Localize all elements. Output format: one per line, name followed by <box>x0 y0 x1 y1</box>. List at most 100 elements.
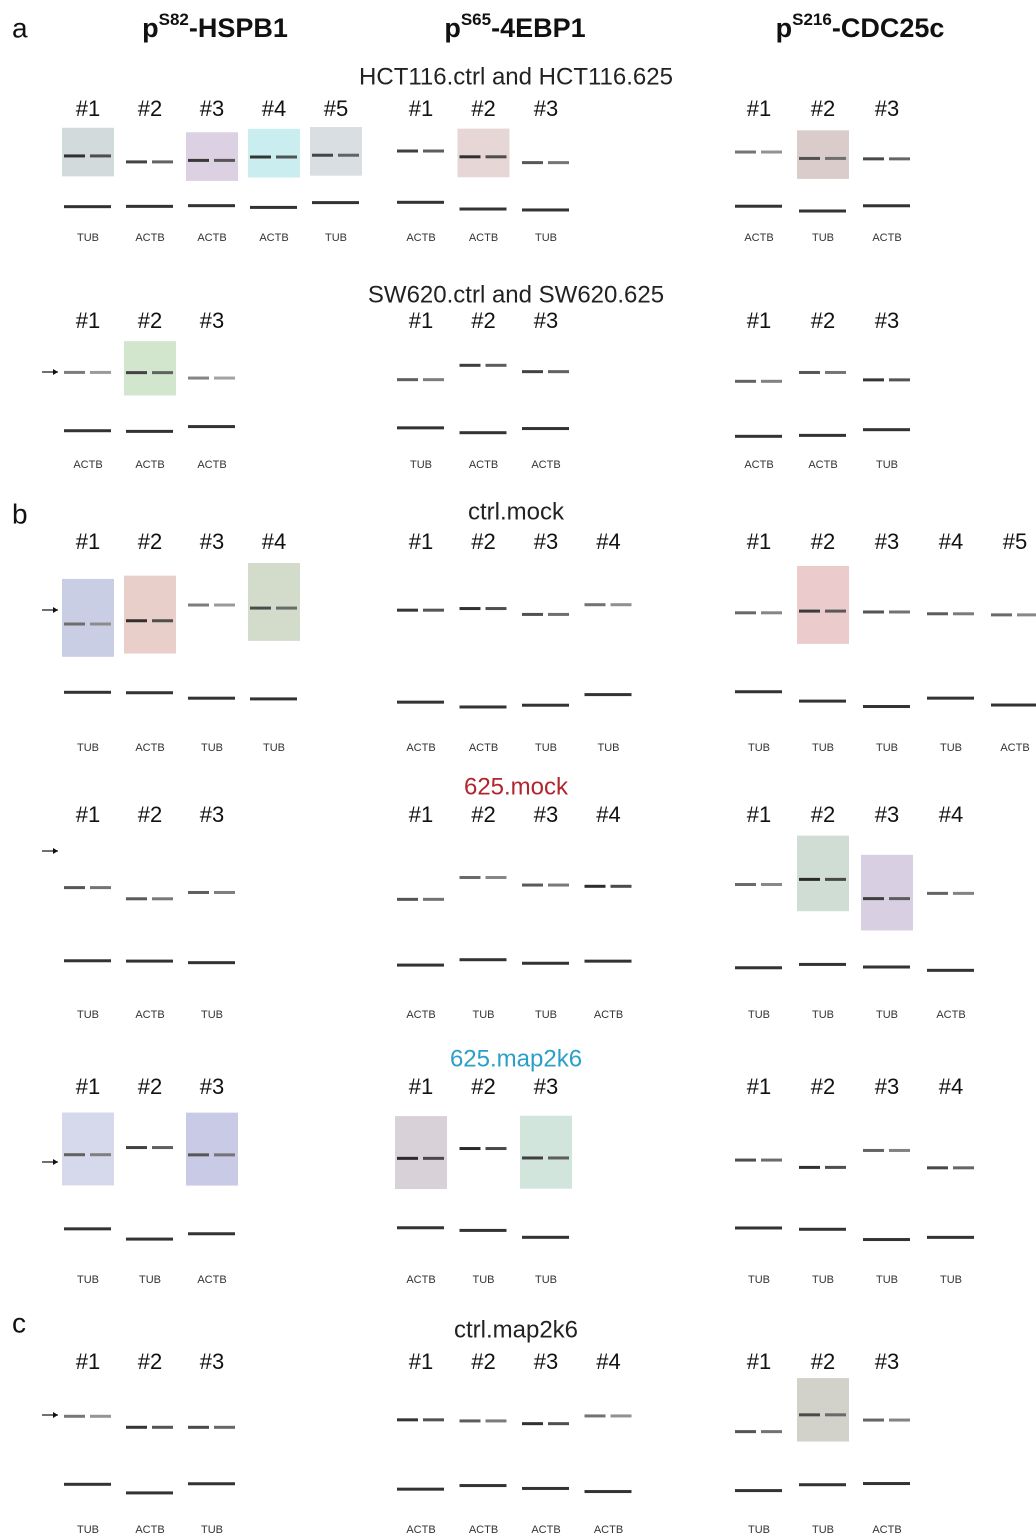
arrow-head <box>53 1159 58 1165</box>
target-band <box>735 380 756 383</box>
header-sup: S216 <box>792 10 832 29</box>
header-part: -4EBP1 <box>491 13 586 43</box>
target-band <box>90 1153 111 1156</box>
target-band <box>522 884 543 887</box>
target-band <box>548 370 569 373</box>
target-band <box>761 1159 782 1162</box>
lane-label: #3 <box>200 529 224 554</box>
loading-band <box>460 1229 507 1232</box>
loading-band <box>188 961 235 964</box>
section-title: ctrl.map2k6 <box>454 1316 578 1343</box>
lane-label: #1 <box>76 1074 100 1099</box>
loading-label: TUB <box>940 1274 962 1286</box>
loading-label: TUB <box>535 742 557 754</box>
target-band <box>799 1413 820 1416</box>
loading-band <box>64 1227 111 1230</box>
target-band <box>825 878 846 881</box>
target-band <box>312 154 333 157</box>
lane-label: #1 <box>409 1074 433 1099</box>
loading-band <box>460 958 507 961</box>
loading-band <box>126 691 173 694</box>
blot-background <box>861 855 913 931</box>
arrow-head <box>53 848 58 854</box>
loading-label: ACTB <box>197 459 226 471</box>
loading-band <box>64 1483 111 1486</box>
loading-label: TUB <box>77 742 99 754</box>
lane-label: #3 <box>534 96 558 121</box>
loading-label: TUB <box>876 1274 898 1286</box>
target-band <box>522 370 543 373</box>
lane-label: #2 <box>471 96 495 121</box>
loading-band <box>863 428 910 431</box>
loading-band <box>522 427 569 430</box>
blot-background <box>124 341 176 395</box>
arrow-head <box>53 369 58 375</box>
target-band <box>522 1422 543 1425</box>
target-band <box>126 619 147 622</box>
loading-label: ACTB <box>135 1524 164 1536</box>
loading-band <box>863 705 910 708</box>
loading-band <box>460 431 507 434</box>
target-band <box>188 1153 209 1156</box>
target-band <box>152 1426 173 1429</box>
panel-letter: a <box>12 12 28 43</box>
target-band <box>250 156 271 159</box>
target-band <box>991 613 1012 616</box>
loading-band <box>126 1238 173 1241</box>
lane-label: #4 <box>262 529 286 554</box>
lane-label: #1 <box>409 96 433 121</box>
section-title: HCT116.ctrl and HCT116.625 <box>359 63 673 90</box>
lane-label: #1 <box>747 1349 771 1374</box>
lane-label: #2 <box>471 529 495 554</box>
target-band <box>953 612 974 615</box>
target-band <box>397 378 418 381</box>
target-band <box>585 1414 606 1417</box>
target-band <box>397 150 418 153</box>
loading-label: ACTB <box>406 1524 435 1536</box>
loading-label: ACTB <box>872 232 901 244</box>
loading-band <box>188 697 235 700</box>
lane-label: #1 <box>76 529 100 554</box>
loading-label: TUB <box>748 1274 770 1286</box>
target-band <box>825 157 846 160</box>
loading-label: TUB <box>325 232 347 244</box>
target-band <box>889 1419 910 1422</box>
target-band <box>423 609 444 612</box>
loading-label: TUB <box>201 1009 223 1021</box>
target-band <box>188 377 209 380</box>
loading-band <box>927 969 974 972</box>
lane-label: #1 <box>409 308 433 333</box>
loading-label: TUB <box>77 1274 99 1286</box>
loading-band <box>460 1484 507 1487</box>
loading-band <box>460 208 507 211</box>
loading-band <box>250 206 297 209</box>
target-band <box>548 1422 569 1425</box>
lane-label: #2 <box>471 1074 495 1099</box>
target-band <box>214 604 235 607</box>
target-band <box>126 371 147 374</box>
loading-label: ACTB <box>531 459 560 471</box>
blot-background <box>395 1116 447 1189</box>
lane-label: #1 <box>76 308 100 333</box>
loading-band <box>397 1488 444 1491</box>
target-band <box>397 1157 418 1160</box>
target-band <box>799 1166 820 1169</box>
target-band <box>423 1157 444 1160</box>
loading-label: ACTB <box>406 1009 435 1021</box>
lane-label: #2 <box>811 1074 835 1099</box>
lane-label: #1 <box>409 802 433 827</box>
loading-band <box>735 1489 782 1492</box>
lane-label: #3 <box>875 802 899 827</box>
target-band <box>152 160 173 163</box>
loading-band <box>126 205 173 208</box>
lane-label: #4 <box>939 1074 963 1099</box>
target-band <box>585 885 606 888</box>
loading-label: TUB <box>748 1524 770 1536</box>
loading-label: TUB <box>535 1274 557 1286</box>
loading-label: ACTB <box>594 1009 623 1021</box>
target-band <box>126 1146 147 1149</box>
loading-label: ACTB <box>406 232 435 244</box>
target-band <box>188 604 209 607</box>
section-title: ctrl.mock <box>468 498 565 525</box>
loading-label: ACTB <box>744 232 773 244</box>
